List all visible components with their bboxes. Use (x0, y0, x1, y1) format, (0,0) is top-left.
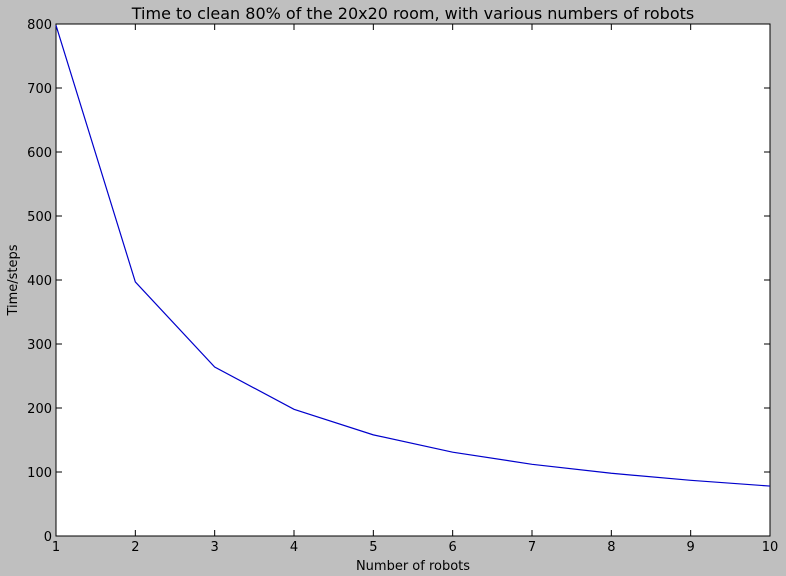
y-tick-label: 200 (27, 402, 52, 417)
y-tick-label: 500 (27, 210, 52, 225)
series-line (55, 25, 771, 487)
x-tick-label: 7 (528, 540, 536, 555)
plot-area (55, 23, 771, 537)
x-tick-label: 10 (762, 540, 779, 555)
x-tick-label: 4 (290, 540, 298, 555)
y-tick-label: 700 (27, 82, 52, 97)
y-tick-label: 0 (44, 530, 52, 545)
y-tick-label: 800 (27, 18, 52, 33)
y-tick-label: 400 (27, 274, 52, 289)
x-axis-ticks: 1 2 3 4 5 6 7 8 9 10 (52, 24, 778, 555)
y-tick-label: 600 (27, 146, 52, 161)
x-tick-label: 6 (449, 540, 457, 555)
y-axis-ticks: 0 100 200 300 400 500 600 700 800 (27, 18, 770, 545)
chart-title: Time to clean 80% of the 20x20 room, wit… (131, 4, 694, 23)
x-tick-label: 2 (131, 540, 139, 555)
y-axis-label: Time/steps (6, 244, 21, 316)
x-axis-label: Number of robots (356, 559, 470, 574)
x-tick-label: 8 (607, 540, 615, 555)
x-tick-label: 5 (369, 540, 377, 555)
series-layer (55, 25, 771, 487)
y-tick-label: 300 (27, 338, 52, 353)
x-tick-label: 3 (211, 540, 219, 555)
x-tick-label: 9 (687, 540, 695, 555)
x-tick-label: 1 (52, 540, 60, 555)
y-tick-label: 100 (27, 466, 52, 481)
